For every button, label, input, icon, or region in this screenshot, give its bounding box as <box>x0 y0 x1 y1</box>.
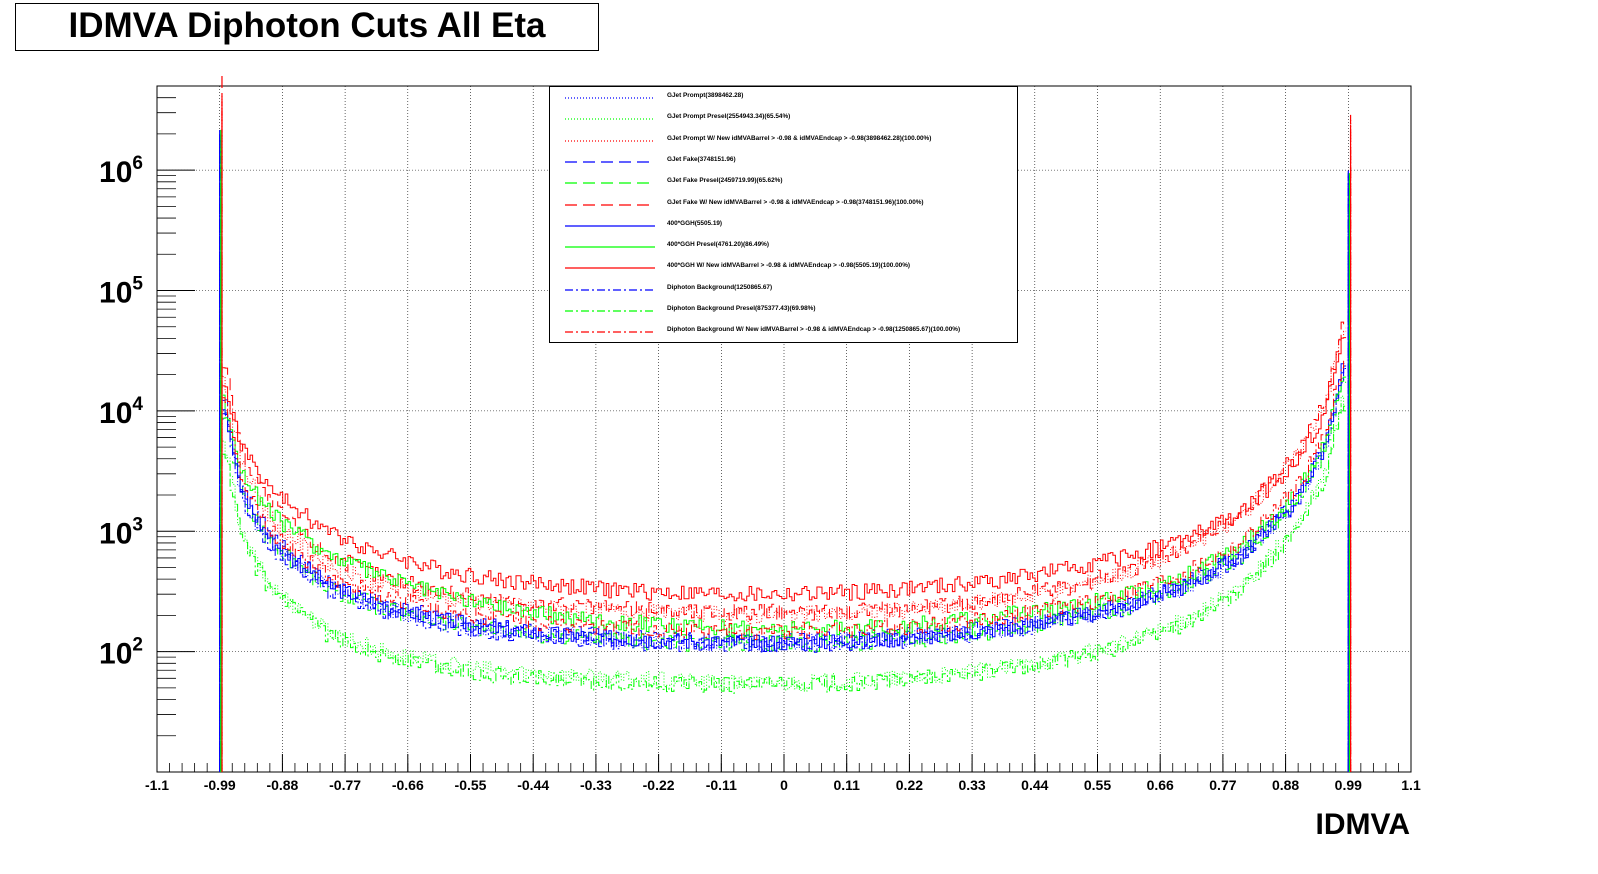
x-axis-label: IDMVA <box>1315 808 1410 841</box>
legend-label: Diphoton Background(1250865.67) <box>667 283 773 291</box>
x-tick-label: -0.44 <box>517 777 549 793</box>
series-line <box>222 359 1347 640</box>
legend-entry: 400*GGH W/ New idMVABarrel > -0.98 & idM… <box>550 261 1017 275</box>
x-tick-label: 0.55 <box>1084 777 1111 793</box>
legend-entry: 400*GGH Presel(4761.20)(86.49%) <box>550 240 1017 254</box>
title-box: IDMVA Diphoton Cuts All Eta <box>15 3 599 51</box>
legend-label: 400*GGH Presel(4761.20)(86.49%) <box>667 241 769 249</box>
x-tick-label: 0.11 <box>833 777 860 793</box>
x-tick-label: -0.88 <box>266 777 298 793</box>
x-tick-label: -0.77 <box>329 777 361 793</box>
y-tick-label: 104 <box>99 394 143 430</box>
legend-swatch <box>565 161 655 163</box>
y-tick-label: 102 <box>99 635 143 671</box>
y-tick-label: 106 <box>99 153 143 189</box>
x-tick-label: 0.77 <box>1209 777 1236 793</box>
x-tick-label: 0.44 <box>1021 777 1048 793</box>
legend-entry: GJet Fake(3748151.96) <box>550 155 1017 169</box>
legend-label: GJet Fake W/ New idMVABarrel > -0.98 & i… <box>667 198 924 206</box>
x-tick-label: 0 <box>780 777 788 793</box>
legend-entry: GJet Prompt Presel(2554943.34)(65.54%) <box>550 112 1017 126</box>
legend-entry: Diphoton Background W/ New idMVABarrel >… <box>550 325 1017 339</box>
axis-ticks <box>156 85 1412 772</box>
series-line <box>222 376 1347 638</box>
legend-label: GJet Fake Presel(2459719.99)(65.62%) <box>667 177 783 185</box>
legend-label: GJet Prompt W/ New idMVABarrel > -0.98 &… <box>667 134 932 142</box>
chart-title: IDMVA Diphoton Cuts All Eta <box>68 6 546 45</box>
series-line <box>222 368 1347 653</box>
legend-swatch <box>565 203 655 206</box>
legend-swatch <box>565 267 655 269</box>
legend: GJet Prompt(3898462.28) GJet Prompt Prese… <box>549 86 1018 343</box>
legend-entry: GJet Prompt(3898462.28) <box>550 91 1017 105</box>
x-tick-label: 0.66 <box>1147 777 1174 793</box>
x-tick-label: 0.22 <box>896 777 923 793</box>
legend-swatch <box>565 331 655 333</box>
legend-label: GJet Prompt Presel(2554943.34)(65.54%) <box>667 113 791 121</box>
y-tick-label: 105 <box>99 274 143 310</box>
x-tick-label: 0.33 <box>958 777 985 793</box>
x-tick-label: -0.22 <box>643 777 675 793</box>
legend-swatch <box>565 139 655 142</box>
y-tick-label: 103 <box>99 514 143 550</box>
legend-entry: GJet Prompt W/ New idMVABarrel > -0.98 &… <box>550 134 1017 148</box>
legend-entry: GJet Fake W/ New idMVABarrel > -0.98 & i… <box>550 198 1017 212</box>
series-line <box>222 337 1347 602</box>
x-tick-label: 0.88 <box>1272 777 1299 793</box>
legend-swatch <box>565 118 655 120</box>
legend-swatch <box>565 97 655 99</box>
legend-entry: Diphoton Background(1250865.67) <box>550 283 1017 297</box>
legend-entry: Diphoton Background Presel(875377.43)(69… <box>550 304 1017 318</box>
x-tick-label: -0.33 <box>580 777 612 793</box>
legend-swatch <box>565 310 655 312</box>
legend-swatch <box>565 289 655 291</box>
x-tick-label: -1.1 <box>145 777 169 793</box>
legend-swatch <box>565 246 655 248</box>
x-tick-label: 0.99 <box>1335 777 1362 793</box>
legend-entry: GJet Fake Presel(2459719.99)(65.62%) <box>550 176 1017 190</box>
x-tick-labels: -1.1 -0.99 -0.88 -0.77 -0.66 -0.55 -0.44 -0.33 -… <box>145 777 1421 793</box>
x-tick-label: -0.99 <box>204 777 236 793</box>
legend-label: Diphoton Background Presel(875377.43)(69… <box>667 305 816 312</box>
legend-label: GJet Prompt(3898462.28) <box>667 92 744 99</box>
x-tick-label: -0.66 <box>392 777 424 793</box>
legend-label: Diphoton Background W/ New idMVABarrel >… <box>667 326 961 334</box>
legend-swatch <box>565 225 655 227</box>
x-tick-label: -0.11 <box>706 777 737 793</box>
series-group <box>219 74 1352 772</box>
x-tick-label: -0.55 <box>455 777 487 793</box>
legend-entry: 400*GGH(5505.19) <box>550 219 1017 233</box>
x-tick-label: 1.1 <box>1401 777 1421 793</box>
y-tick-labels: 102 103 104 105 106 <box>99 153 143 670</box>
series-line <box>222 321 1347 622</box>
legend-label: 400*GGH W/ New idMVABarrel > -0.98 & idM… <box>667 262 911 270</box>
legend-label: GJet Fake(3748151.96) <box>667 155 736 163</box>
legend-swatch <box>565 182 655 184</box>
legend-label: 400*GGH(5505.19) <box>667 219 723 227</box>
